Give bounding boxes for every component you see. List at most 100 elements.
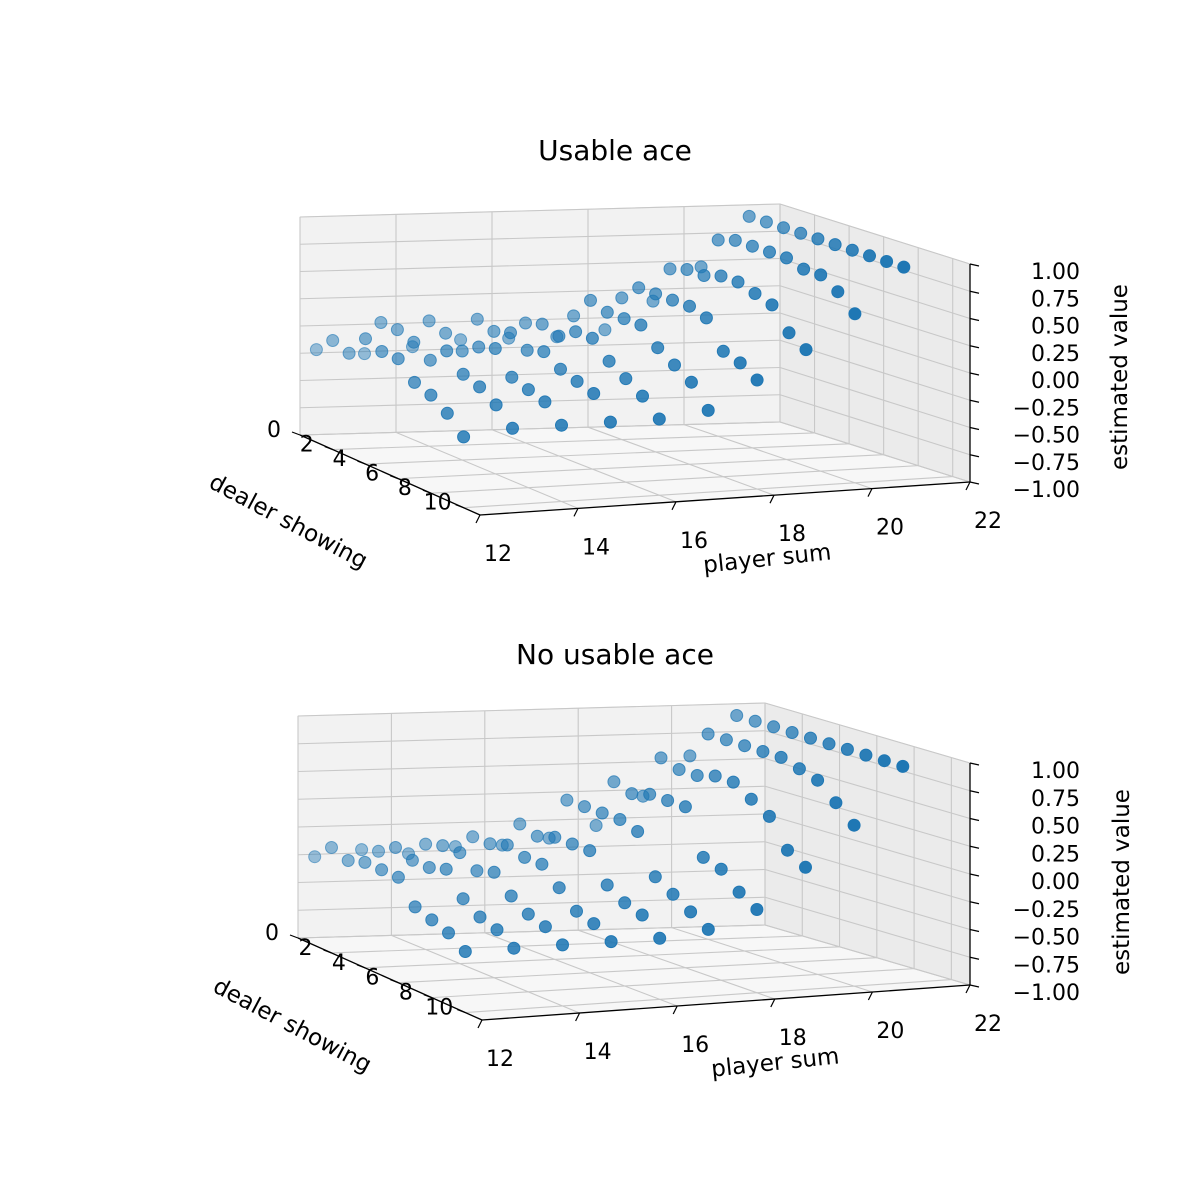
x-tick-label: 16 [680, 529, 708, 554]
data-point [600, 878, 614, 892]
data-point [507, 941, 521, 955]
y-tick-label: 0 [267, 418, 281, 443]
data-point [408, 375, 421, 389]
y-tick-label: 6 [365, 966, 379, 991]
data-point [358, 347, 371, 361]
data-point [732, 885, 746, 899]
data-point [589, 819, 603, 832]
data-point [587, 387, 601, 400]
data-point [738, 739, 752, 753]
x-tick-label: 18 [779, 1026, 807, 1051]
data-point [548, 830, 562, 844]
data-point [619, 372, 633, 386]
data-point [780, 251, 793, 265]
y-tick-label: 0 [265, 921, 279, 946]
data-point [785, 726, 799, 739]
data-point [521, 907, 535, 921]
data-point [635, 908, 649, 922]
scatter-points [309, 209, 911, 444]
data-point [649, 287, 663, 301]
data-point [668, 358, 681, 372]
data-point [560, 793, 574, 807]
z-tick-label: 0.50 [1031, 315, 1080, 340]
data-point [716, 344, 730, 358]
data-point [439, 862, 453, 876]
scatter-points [308, 709, 910, 958]
x-tick-label: 22 [974, 509, 1002, 534]
data-point [425, 913, 439, 927]
data-point [719, 733, 733, 747]
y-tick-label: 10 [425, 996, 453, 1021]
data-point [696, 850, 710, 864]
data-point [666, 293, 679, 307]
data-point [896, 759, 910, 773]
data-point [372, 844, 385, 858]
data-point [440, 406, 454, 420]
data-point [520, 343, 534, 357]
data-point [831, 285, 845, 299]
data-point [389, 841, 402, 854]
data-point [439, 326, 453, 340]
x-tick-label: 20 [876, 516, 904, 541]
data-point [537, 345, 551, 359]
data-point [714, 862, 728, 876]
data-point [699, 311, 713, 325]
data-point [405, 853, 419, 867]
data-point [763, 245, 776, 259]
data-point [634, 318, 648, 332]
data-point [661, 794, 675, 807]
data-point [453, 846, 467, 860]
y-tick-label: 8 [398, 476, 412, 501]
data-point [782, 326, 796, 340]
data-point [767, 720, 781, 734]
data-point [794, 226, 808, 240]
data-point [683, 749, 697, 763]
data-point [607, 775, 621, 789]
data-point [847, 818, 861, 832]
data-point [701, 403, 715, 417]
data-point [828, 238, 842, 252]
data-point [748, 714, 762, 728]
data-point [487, 865, 501, 879]
data-point [341, 854, 355, 867]
data-point [765, 298, 779, 312]
data-point [530, 829, 544, 843]
y-tick-label: 2 [300, 433, 314, 458]
data-point [488, 342, 502, 355]
data-point [455, 344, 469, 358]
z-tick-label: 0.00 [1031, 369, 1080, 394]
data-point [750, 373, 764, 387]
data-point [470, 312, 484, 326]
data-point [391, 352, 405, 366]
data-point [422, 314, 436, 328]
data-point [811, 773, 825, 787]
data-point [774, 750, 788, 764]
data-point [519, 316, 532, 330]
data-point [603, 415, 617, 429]
z-tick-label: 0.25 [1031, 342, 1080, 367]
data-point [552, 881, 566, 895]
data-point [487, 324, 501, 338]
data-point [326, 334, 340, 347]
z-tick-label: −0.75 [1013, 953, 1080, 978]
data-point [375, 863, 389, 877]
y-tick-label: 2 [298, 936, 312, 961]
z-tick-label: −1.00 [1013, 981, 1080, 1006]
data-point [454, 333, 468, 347]
data-point [570, 374, 584, 388]
data-point [570, 904, 583, 918]
data-point [726, 775, 740, 789]
data-point [648, 870, 662, 884]
data-point [666, 887, 680, 901]
data-point [748, 287, 762, 300]
data-point [742, 209, 756, 223]
data-point [730, 709, 744, 722]
data-point [859, 748, 873, 762]
data-point [308, 850, 322, 864]
data-point [750, 903, 764, 916]
data-point [456, 892, 470, 906]
data-point [756, 745, 770, 758]
data-point [672, 763, 686, 776]
data-point [744, 792, 758, 806]
z-tick-label: −0.25 [1013, 396, 1080, 421]
